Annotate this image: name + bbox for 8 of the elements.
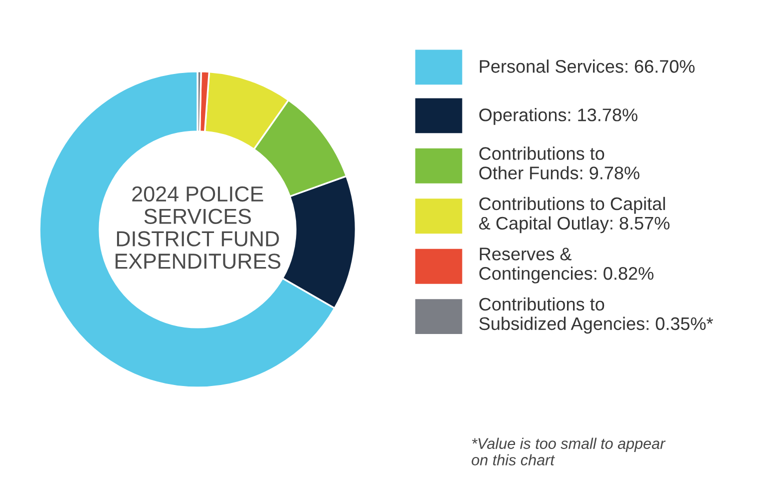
legend-label: Contributions to Subsidized Agencies: 0.35%* [479,297,714,334]
text: 2024 POLICE SERVICES DISTRICT FUND EXPENDITURES [116,186,280,269]
legend-label: Reserves & Contingencies: 0.82% [479,248,654,284]
text: *Value is too small to appear on this chart [472,438,666,466]
legend-label: Contributions to Other Funds: 9.78% [479,146,640,180]
legend-label: Contributions to Capital & Capital Outlay: 8.57% [479,196,670,234]
legend-label: Operations: 13.78% [479,108,638,125]
legend-label: Personal Services: 66.70% [480,60,695,73]
